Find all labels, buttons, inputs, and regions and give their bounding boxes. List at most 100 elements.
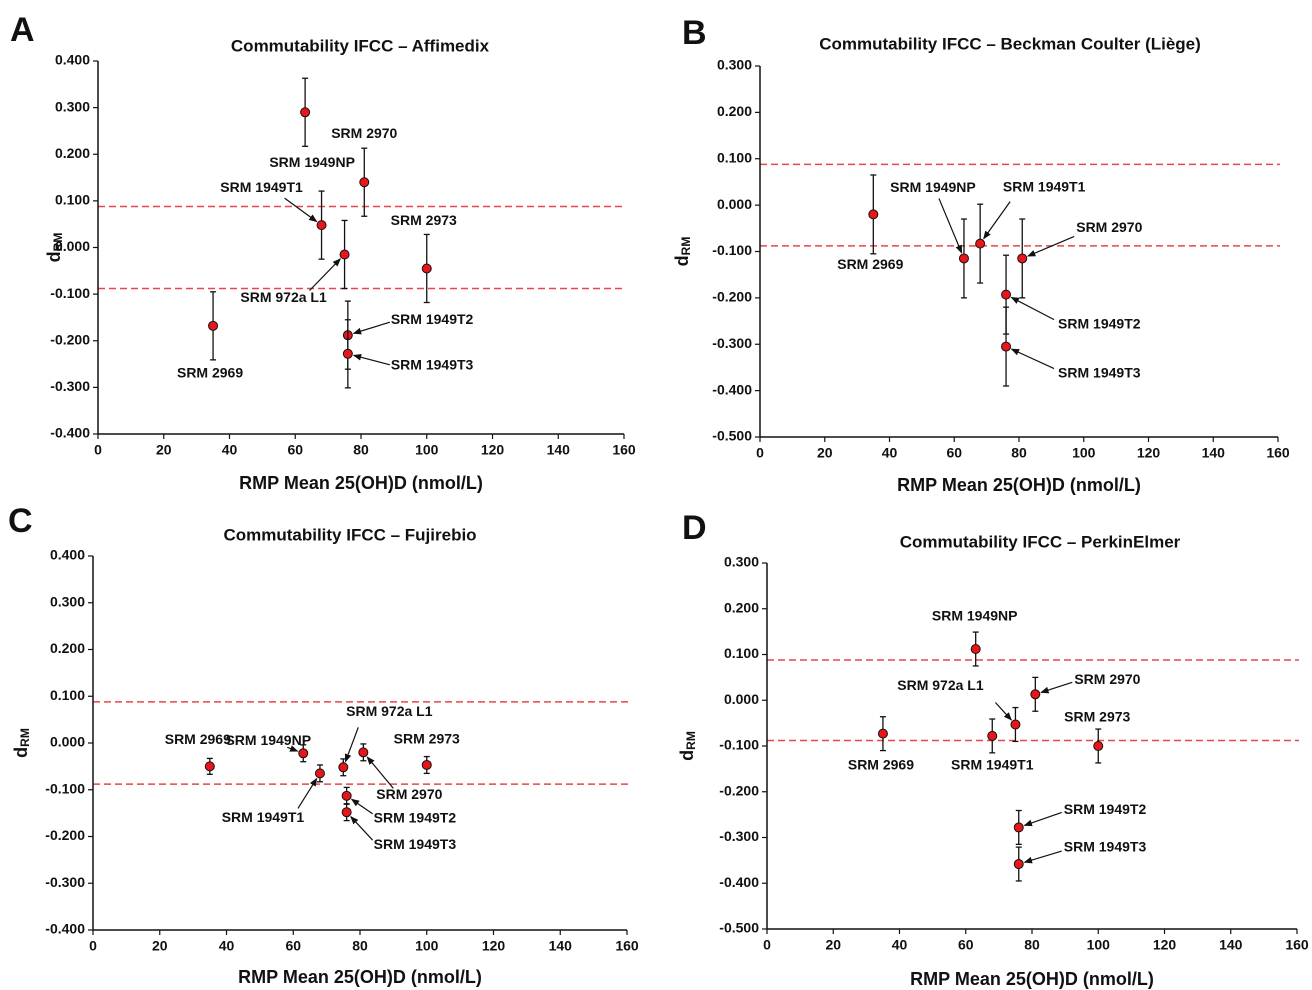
x-tick-label: 100	[1072, 445, 1096, 461]
x-tick-label: 120	[1153, 937, 1177, 953]
point-label: SRM 2970	[1076, 219, 1142, 235]
annotation-arrow	[352, 353, 391, 366]
data-point	[1001, 289, 1012, 300]
y-tick-label: 0.100	[724, 645, 759, 661]
y-tick-label: -0.500	[719, 920, 759, 936]
data-point	[359, 177, 370, 188]
x-tick-label: 120	[1137, 445, 1161, 461]
x-tick-label: 140	[1219, 937, 1243, 953]
x-tick-label: 60	[958, 937, 974, 953]
y-tick-label: -0.400	[712, 381, 752, 397]
y-tick-label: 0.400	[55, 52, 90, 68]
y-axis-label-main: d	[44, 251, 64, 262]
annotation-arrow	[309, 258, 341, 291]
point-label: SRM 1949T2	[1064, 801, 1147, 817]
point-label: SRM 2973	[391, 212, 457, 228]
x-tick-label: 60	[287, 442, 303, 458]
data-point	[1001, 341, 1012, 352]
y-axis-label: dRM	[44, 233, 65, 263]
point-label: SRM 1949T1	[220, 179, 303, 195]
annotation-arrow	[350, 798, 373, 815]
data-point	[1030, 689, 1041, 700]
y-axis-label: dRM	[672, 237, 693, 267]
annotation-arrow	[350, 815, 374, 841]
x-tick-label: 0	[756, 445, 764, 461]
y-tick-label: 0.000	[724, 691, 759, 707]
data-point	[208, 320, 219, 331]
point-label: SRM 2970	[1074, 671, 1140, 687]
y-tick-label: -0.300	[50, 378, 90, 394]
y-axis-label-main: d	[672, 255, 692, 266]
x-tick-label: 120	[482, 938, 506, 954]
x-tick-label: 80	[1011, 445, 1027, 461]
annotation-arrow	[1023, 850, 1062, 864]
data-point	[421, 759, 432, 770]
y-axis-label-main: d	[11, 747, 31, 758]
annotation-arrow	[1010, 348, 1055, 370]
x-tick-label: 40	[219, 938, 235, 954]
chart-title: Commutability IFCC – PerkinElmer	[900, 532, 1181, 551]
point-label: SRM 1949NP	[269, 154, 355, 170]
annotation-arrow	[1040, 681, 1073, 694]
data-point	[314, 768, 325, 779]
x-tick-label: 160	[1266, 445, 1290, 461]
data-point	[1017, 253, 1028, 264]
data-point	[341, 807, 352, 818]
point-label: SRM 2969	[177, 365, 243, 381]
x-tick-label: 20	[817, 445, 833, 461]
point-label: SRM 1949T2	[1058, 315, 1141, 331]
x-tick-label: 140	[547, 442, 571, 458]
y-tick-label: -0.100	[50, 285, 90, 301]
y-tick-label: 0.200	[55, 145, 90, 161]
panel-letter: A	[10, 11, 35, 49]
chart-title: Commutability IFCC – Affimedix	[231, 36, 490, 55]
annotation-arrow	[1010, 296, 1055, 321]
chart-title: Commutability IFCC – Fujirebio	[223, 525, 476, 544]
data-point	[958, 253, 969, 264]
data-point	[298, 748, 309, 759]
data-point	[1013, 859, 1024, 870]
x-tick-label: 100	[415, 442, 439, 458]
y-tick-label: -0.200	[45, 827, 85, 843]
point-label: SRM 1949T3	[1058, 364, 1141, 380]
y-tick-label: 0.200	[717, 103, 752, 119]
panel: A Commutability IFCC – Affimedix RMP Mean …	[10, 11, 636, 493]
y-tick-label: 0.000	[50, 734, 85, 750]
panel: B Commutability IFCC – Beckman Coulter (L…	[672, 14, 1290, 495]
y-axis-label: dRM	[677, 731, 698, 761]
x-tick-label: 40	[882, 445, 898, 461]
x-tick-label: 20	[825, 937, 841, 953]
y-tick-label: 0.100	[717, 149, 752, 165]
y-tick-label: -0.300	[45, 874, 85, 890]
x-axis-label: RMP Mean 25(OH)D (nmol/L)	[239, 473, 483, 493]
y-axis-label-main: d	[677, 750, 697, 761]
data-point	[341, 790, 352, 801]
point-label: SRM 1949NP	[932, 608, 1018, 624]
x-tick-label: 40	[222, 442, 238, 458]
point-label: SRM 1949T1	[951, 757, 1034, 773]
y-tick-label: -0.100	[45, 780, 85, 796]
x-tick-label: 160	[612, 442, 636, 458]
y-tick-label: 0.100	[55, 192, 90, 208]
y-tick-label: 0.300	[50, 593, 85, 609]
data-point	[975, 238, 986, 249]
x-axis-label: RMP Mean 25(OH)D (nmol/L)	[238, 967, 482, 987]
data-point	[970, 644, 981, 655]
point-label: SRM 1949NP	[225, 732, 311, 748]
y-tick-label: -0.200	[712, 289, 752, 305]
x-tick-label: 60	[285, 938, 301, 954]
x-tick-label: 80	[353, 442, 369, 458]
y-tick-label: -0.300	[719, 828, 759, 844]
point-label: SRM 2969	[165, 731, 231, 747]
y-tick-label: -0.200	[719, 782, 759, 798]
x-tick-label: 60	[946, 445, 962, 461]
point-label: SRM 1949T1	[222, 809, 305, 825]
annotation-arrow	[1026, 235, 1075, 257]
y-tick-label: -0.100	[712, 242, 752, 258]
annotation-arrow	[344, 727, 359, 763]
point-label: SRM 1949T2	[391, 311, 474, 327]
data-point	[1093, 741, 1104, 751]
panel-letter: B	[682, 14, 707, 52]
annotation-arrow	[287, 745, 299, 752]
point-label: SRM 972a L1	[346, 703, 433, 719]
